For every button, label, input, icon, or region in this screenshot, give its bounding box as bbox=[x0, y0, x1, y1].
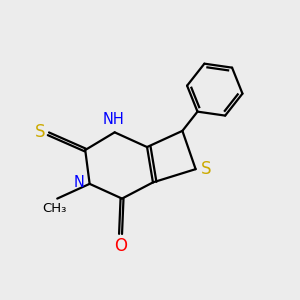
Text: N: N bbox=[74, 175, 84, 190]
Text: CH₃: CH₃ bbox=[43, 202, 67, 215]
Text: S: S bbox=[201, 160, 211, 178]
Text: NH: NH bbox=[102, 112, 124, 127]
Text: S: S bbox=[34, 123, 45, 141]
Text: O: O bbox=[114, 238, 127, 255]
